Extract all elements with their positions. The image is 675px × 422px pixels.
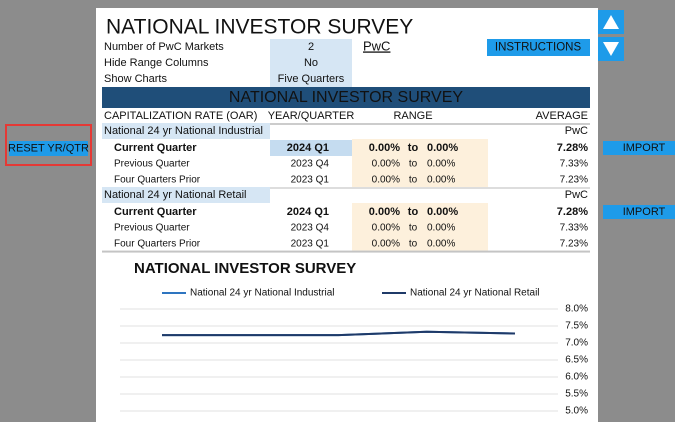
column-header: CAPITALIZATION RATE (OAR) (104, 110, 257, 122)
selected-cell (270, 140, 352, 156)
column-header: AVERAGE (536, 110, 588, 122)
group-bg (102, 123, 270, 139)
table-cell: 0.00% (372, 223, 400, 234)
table-cell: 7.33% (560, 223, 588, 234)
up-arrow (603, 15, 619, 29)
import-label: IMPORT (623, 206, 666, 218)
y-tick-label: 7.5% (565, 321, 588, 332)
chart-title: NATIONAL INVESTOR SURVEY (134, 260, 356, 277)
setting-value: 2 (308, 41, 314, 53)
table-cell: Four Quarters Prior (114, 175, 201, 186)
table-cell: 2023 Q1 (291, 239, 330, 250)
group-source: PwC (565, 189, 588, 201)
table-cell: 0.00% (427, 206, 458, 218)
table-cell: 0.00% (427, 223, 455, 234)
series-line (162, 330, 516, 337)
y-tick-label: 6.5% (565, 355, 588, 366)
table-cell: 0.00% (372, 175, 400, 186)
reset-button[interactable] (9, 141, 88, 156)
table-cell: 0.00% (372, 239, 400, 250)
y-tick-label: 7.0% (565, 338, 588, 349)
table-cell: 2023 Q4 (291, 159, 330, 170)
table-cell: 0.00% (427, 159, 455, 170)
group-bg (102, 187, 270, 203)
table-cell: to (408, 142, 419, 154)
instructions-button[interactable] (487, 39, 590, 56)
setting-value: No (304, 57, 318, 69)
table-cell: 7.28% (557, 142, 588, 154)
y-tick-label: 6.0% (565, 372, 588, 383)
y-tick-label: 5.0% (565, 406, 588, 417)
table-cell: Current Quarter (114, 142, 197, 154)
import-label: IMPORT (623, 142, 666, 154)
table-cell: to (408, 206, 419, 218)
y-tick-label: 5.5% (565, 389, 588, 400)
group-name: National 24 yr National Industrial (104, 125, 263, 137)
group-source: PwC (565, 125, 588, 137)
legend-label: National 24 yr National Industrial (190, 288, 335, 299)
table-title-bar (102, 87, 590, 108)
pwc-link[interactable]: PwC (363, 38, 390, 53)
column-header: YEAR/QUARTER (268, 110, 355, 122)
range-bg (352, 139, 488, 187)
table-cell: 0.00% (369, 206, 400, 218)
sheet-title: NATIONAL INVESTOR SURVEY (106, 16, 413, 39)
table-cell: 0.00% (427, 142, 458, 154)
setting-label: Show Charts (104, 73, 167, 85)
settings-bg (270, 39, 352, 87)
table-cell: to (409, 175, 418, 186)
table-cell: 7.23% (560, 239, 588, 250)
table-cell: 0.00% (369, 142, 400, 154)
import-button[interactable] (603, 141, 675, 155)
down-arrow (603, 42, 619, 56)
setting-value: Five Quarters (278, 73, 345, 85)
instructions-label: INSTRUCTIONS (495, 42, 582, 54)
import-button[interactable] (603, 205, 675, 219)
setting-label: Hide Range Columns (104, 57, 209, 69)
table-cell: 7.33% (560, 159, 588, 170)
table-cell: to (409, 159, 418, 170)
setting-label: Number of PwC Markets (104, 41, 224, 53)
table-cell: to (409, 239, 418, 250)
table-title: NATIONAL INVESTOR SURVEY (229, 89, 463, 106)
table-cell: to (409, 223, 418, 234)
table-cell: Previous Quarter (114, 223, 190, 234)
table-cell: Current Quarter (114, 206, 197, 218)
range-bg (352, 203, 488, 251)
column-header: RANGE (393, 110, 432, 122)
highlight-box (5, 124, 92, 166)
table-cell: 2024 Q1 (287, 206, 329, 218)
table-cell: Previous Quarter (114, 159, 190, 170)
table-cell: Four Quarters Prior (114, 239, 201, 250)
group-name: National 24 yr National Retail (104, 189, 246, 201)
table-cell: 0.00% (427, 239, 455, 250)
table-cell: 2023 Q4 (291, 223, 330, 234)
table-cell: 7.28% (557, 206, 588, 218)
reset-label: RESET YR/QTR (8, 142, 89, 154)
table-cell: 2024 Q1 (287, 142, 329, 154)
table-cell: 0.00% (427, 175, 455, 186)
table-cell: 2023 Q1 (291, 175, 330, 186)
y-tick-label: 8.0% (565, 304, 588, 315)
table-cell: 7.23% (560, 175, 588, 186)
legend-label: National 24 yr National Retail (410, 288, 540, 299)
table-cell: 0.00% (372, 159, 400, 170)
